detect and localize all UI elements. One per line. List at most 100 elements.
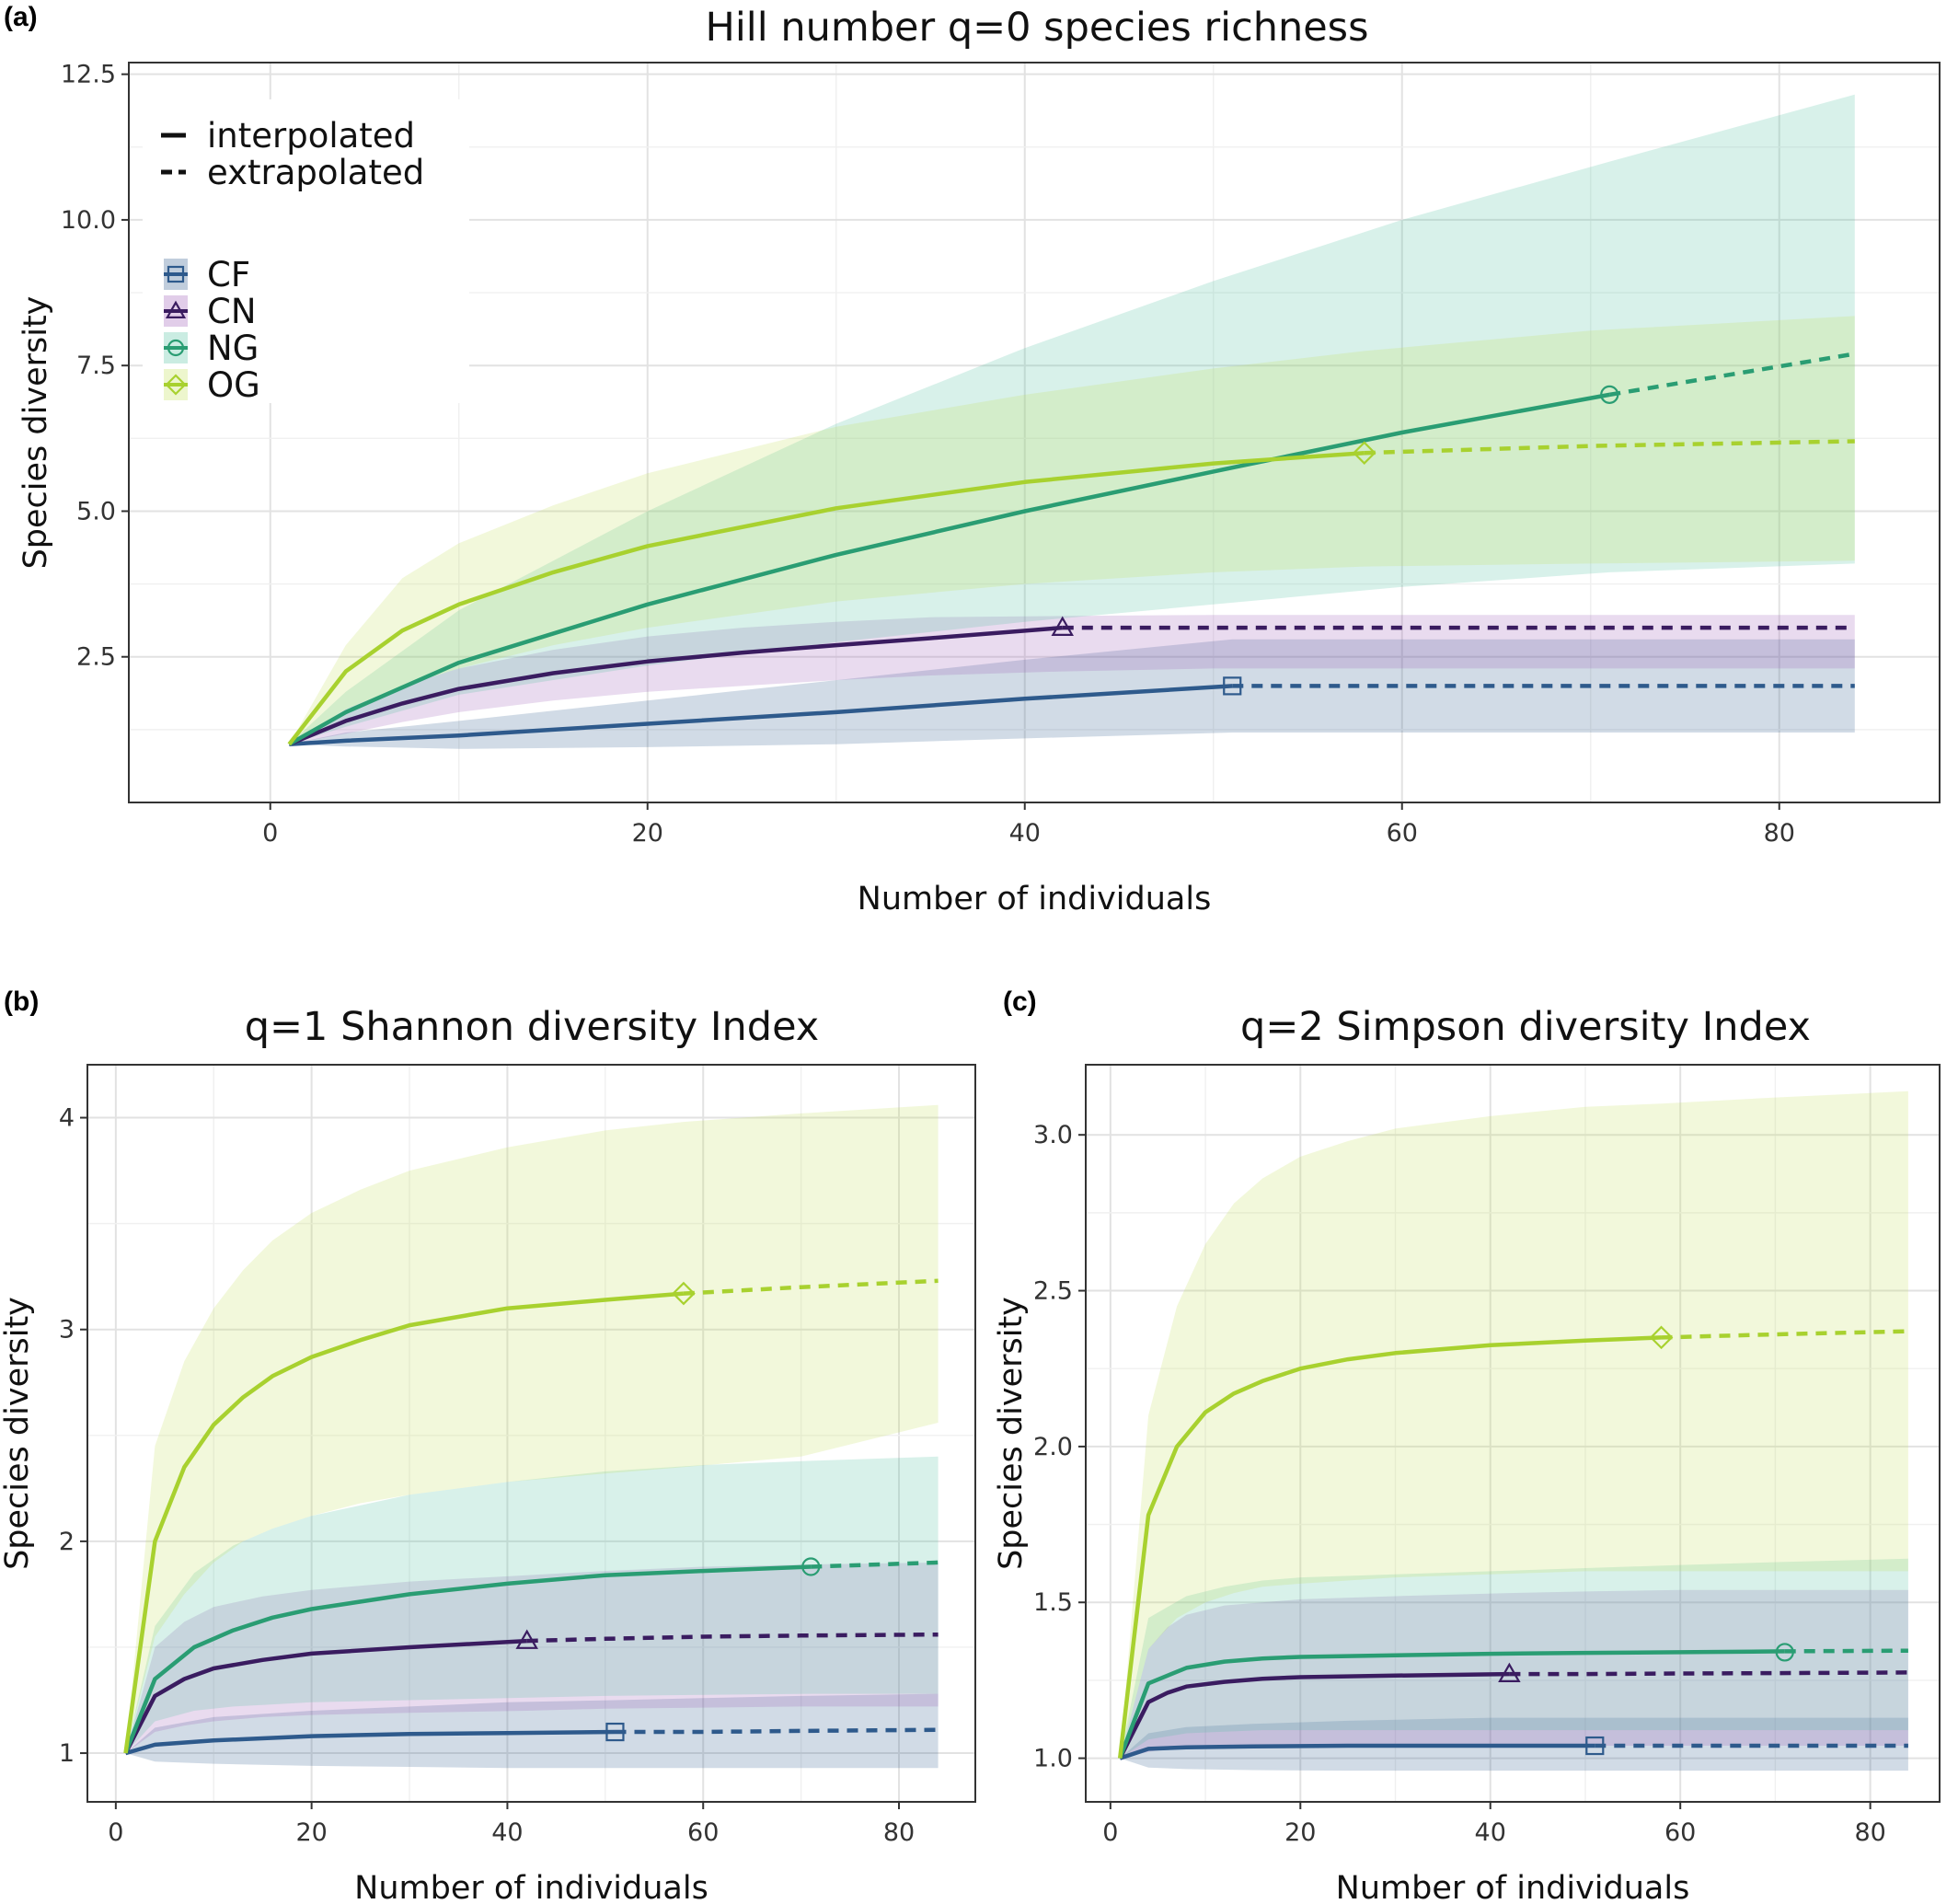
chart-title: q=2 Simpson diversity Index [1240,1004,1811,1050]
legend-label-solid: interpolated [207,116,415,156]
interpolated-line-cn [123,1638,527,1755]
extrapolated-line-ng [1608,352,1856,398]
plot-background [87,1065,975,1802]
x-axis-title: Number of individuals [1336,1870,1690,1904]
y-tick-label: 3.0 [1033,1121,1073,1149]
legend-label-og: OG [207,365,260,405]
series-lines [1117,1325,1908,1760]
x-tick-label: 60 [687,1818,719,1847]
confidence-band-og [125,1104,939,1754]
legend-marker-og [165,374,187,396]
y-tick-label: 1 [59,1739,75,1768]
confidence-band-cn [289,615,1855,744]
interpolated-line-ng [1118,1649,1785,1760]
observed-point-og [1352,441,1376,465]
interpolated-line-og [123,1291,685,1754]
interpolated-line-cf [124,1729,616,1756]
x-tick-label: 40 [1475,1818,1506,1847]
legend-label-cn: CN [207,292,257,331]
x-tick-label: 20 [295,1818,327,1847]
y-axis-title: Species diversity [993,1297,1030,1570]
panel-letter: (c) [1003,987,1037,1017]
y-tick-label: 10.0 [61,206,116,235]
confidence-band-cn [125,1562,939,1754]
observed-point-cn [515,1629,538,1649]
confidence-bands [125,1104,939,1769]
x-tick-label: 40 [1009,819,1041,848]
x-tick-label: 80 [1854,1818,1885,1847]
x-tick-label: 80 [1764,819,1795,848]
axis-ticks: 0 20 40 60 80 1 2 3 4 [59,1104,915,1847]
observed-point-cf [605,1722,625,1742]
y-tick-label: 5.0 [76,497,116,525]
chart-panel-b: (b) q=1 Shannon diversity Index 0 20 40 60 80 1… [0,987,976,1904]
plot-background [1086,1065,1940,1802]
plot-border [1085,1064,1941,1803]
legend-marker-cf [167,265,185,283]
confidence-band-og [1120,1090,1908,1759]
y-tick-label: 1.5 [1033,1588,1073,1617]
y-tick-label: 2.5 [1033,1277,1073,1306]
interpolated-line-og [287,450,1365,746]
interpolated-line-cn [1118,1671,1510,1760]
interpolated-line-ng [288,392,1610,746]
observed-point-ng [801,1557,821,1576]
observed-point-og [1649,1325,1674,1350]
x-tick-label: 40 [491,1818,523,1847]
observed-point-cf [1585,1736,1605,1756]
panel-letter: (b) [4,987,39,1017]
confidence-band-ng [1120,1558,1908,1759]
interpolated-line-og [1117,1335,1662,1759]
x-tick-label: 20 [1284,1818,1316,1847]
y-axis-title: Species diversity [17,296,54,570]
observed-point-cn [1051,616,1074,636]
plot-border [128,62,1941,803]
y-tick-label: 2.5 [76,643,116,672]
interpolated-line-cf [1119,1743,1595,1760]
chart-panel-a: (a) Hill number q=0 species richness 0 20 40… [4,2,1941,917]
observed-point-cf [1223,676,1242,696]
observed-point-cn [1498,1662,1521,1682]
x-tick-label: 80 [883,1818,915,1847]
series-lines [287,352,1856,746]
x-tick-label: 0 [108,1818,123,1847]
extrapolated-line-ng [811,1560,939,1569]
x-tick-label: 0 [1102,1818,1118,1847]
x-tick-label: 60 [1664,1818,1696,1847]
y-tick-label: 7.5 [76,352,116,380]
axis-ticks: 0 20 40 60 80 1.0 1.5 2.0 2.5 3.0 [1033,1121,1886,1847]
observed-point-ng [1600,385,1619,404]
observed-point-ng [1775,1643,1794,1662]
interpolated-line-cf [289,684,1233,746]
y-axis-title: Species diversity [0,1297,36,1570]
legend-marker-cn [165,300,187,318]
legend-label-ng: NG [207,329,259,368]
plot-border [86,1064,976,1803]
confidence-band-ng [289,94,1855,744]
grid [87,1065,975,1802]
extrapolated-line-cn [1509,1670,1908,1677]
y-tick-label: 4 [59,1104,75,1133]
extrapolated-line-cf [615,1727,939,1735]
extrapolated-line-cn [526,1632,939,1644]
x-tick-label: 60 [1387,819,1418,848]
extrapolated-line-og [1661,1329,1908,1340]
legend-marker-ng [167,339,185,357]
legend-background [143,99,469,403]
chart-title: Hill number q=0 species richness [706,5,1369,51]
series-lines [123,1278,939,1756]
confidence-band-ng [125,1456,939,1754]
y-tick-label: 2.0 [1033,1433,1073,1461]
interpolated-line-ng [123,1564,812,1754]
x-axis-title: Number of individuals [354,1870,708,1904]
x-axis-title: Number of individuals [858,881,1212,917]
grid [129,63,1940,802]
y-tick-label: 2 [59,1528,75,1556]
y-tick-label: 12.5 [61,61,116,89]
axis-ticks: 0 20 40 60 80 2.5 5.0 7.5 10.0 12.5 [61,61,1795,848]
x-tick-label: 20 [632,819,663,848]
chart-title: q=1 Shannon diversity Index [245,1004,820,1050]
x-tick-label: 0 [262,819,278,848]
